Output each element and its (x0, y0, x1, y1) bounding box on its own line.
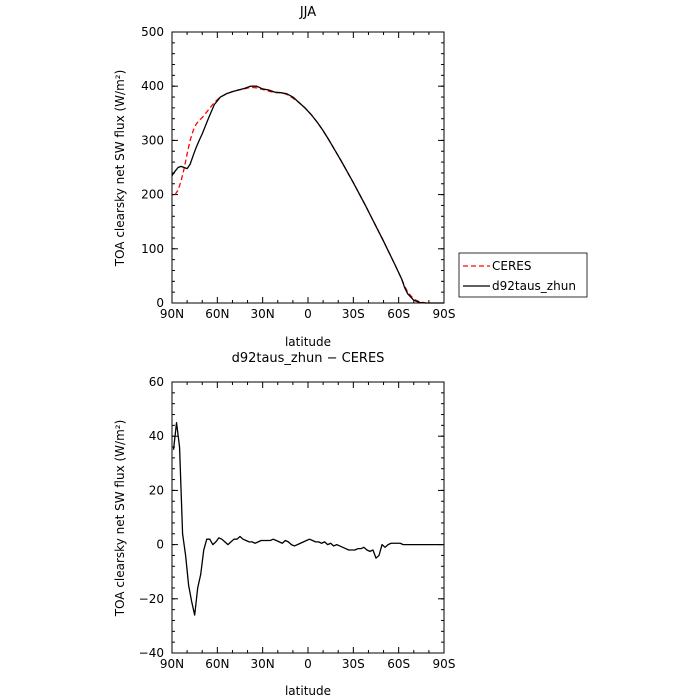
top-y-tick-label: 400 (141, 79, 164, 93)
bottom-ticks: 90N 60N 30N 0 30S 60S 90S −40 −20 0 20 40 60 (139, 375, 456, 671)
bottom-x-tick-label: 30S (342, 657, 365, 671)
legend-label-d92taus-zhun: d92taus_zhun (492, 279, 576, 293)
top-series-lines (171, 85, 444, 304)
legend: CERES d92taus_zhun (458, 252, 588, 298)
top-y-tick-label: 300 (141, 133, 164, 147)
bottom-y-tick-label: 20 (149, 483, 164, 497)
top-ticks: 90N 60N 30N 0 30S 60S 90S 0 100 200 300 400 500 (141, 25, 455, 321)
top-series-ceres-line (174, 86, 426, 304)
bottom-y-tick-label: 40 (149, 429, 164, 443)
top-y-tick-label: 100 (141, 242, 164, 256)
top-x-tick-label: 60N (205, 307, 229, 321)
top-y-tick-label: 0 (156, 296, 164, 310)
top-x-tick-label: 90N (160, 307, 184, 321)
top-x-tick-label: 0 (304, 307, 312, 321)
bottom-y-axis-label: TOA clearsky net SW flux (W/m²) (113, 420, 127, 618)
bottom-x-tick-label: 30N (251, 657, 275, 671)
top-x-tick-label: 30N (251, 307, 275, 321)
bottom-x-tick-label: 90S (433, 657, 456, 671)
top-panel: JJA 90N 60N 30N 0 30S 60S 90S0100200300400500 … (113, 5, 588, 349)
bottom-x-tick-label: 60S (387, 657, 410, 671)
top-chart-title: JJA (299, 5, 316, 20)
bottom-panel: d92taus_zhun − CERES 90N 60N 30N 0 30S 60S 90S… (113, 351, 455, 698)
bottom-chart-title: d92taus_zhun − CERES (232, 351, 385, 366)
legend-label-ceres: CERES (492, 259, 532, 273)
top-y-tick-label: 500 (141, 25, 164, 39)
top-series-d92taus-zhun-line (171, 85, 444, 304)
bottom-plot-frame (171, 381, 445, 654)
bottom-y-tick-label: 60 (149, 375, 164, 389)
top-y-axis-label: TOA clearsky net SW flux (W/m²) (113, 70, 127, 268)
bottom-y-tick-label: −40 (139, 646, 164, 660)
bottom-series-lines (172, 422, 443, 616)
top-x-tick-label: 60S (387, 307, 410, 321)
bottom-x-tick-label: 90N (160, 657, 184, 671)
top-x-tick-label: 30S (342, 307, 365, 321)
bottom-x-tick-label: 0 (304, 657, 312, 671)
bottom-series-difference-line (172, 422, 443, 616)
top-plot-frame (171, 31, 445, 304)
top-x-axis-label: latitude (285, 335, 331, 349)
bottom-x-tick-label: 60N (205, 657, 229, 671)
bottom-y-tick-label: 0 (156, 538, 164, 552)
top-y-tick-label: 200 (141, 188, 164, 202)
legend-box (458, 252, 588, 298)
bottom-x-axis-label: latitude (285, 684, 331, 698)
bottom-y-tick-label: −20 (139, 592, 164, 606)
top-x-tick-label: 90S (433, 307, 456, 321)
